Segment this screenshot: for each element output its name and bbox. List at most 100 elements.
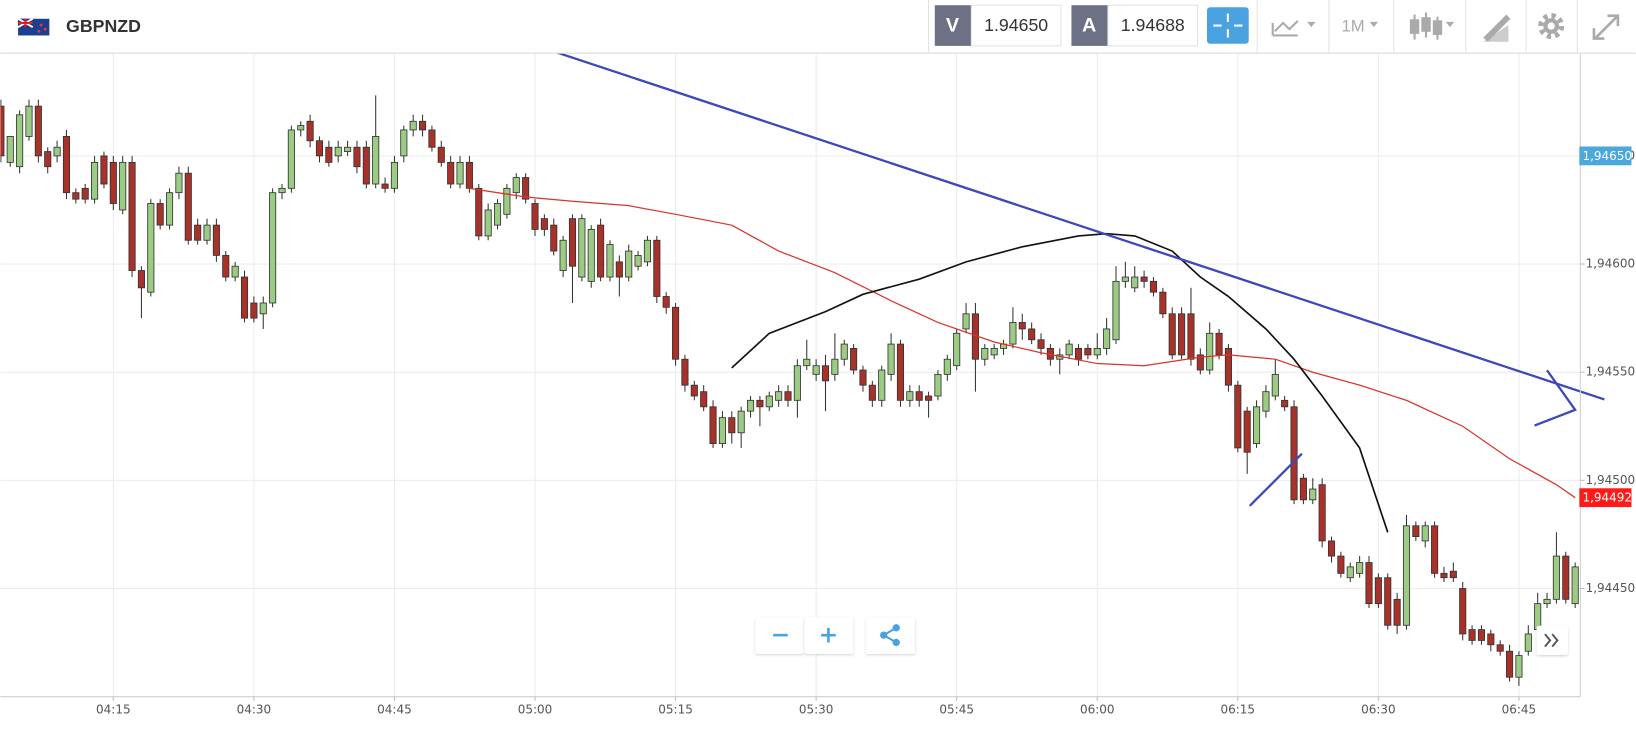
- axes: 1,94450 1,94500 1,94550 1,94600 1,94650 04:15…: [96, 146, 1636, 717]
- candle-body: [737, 410, 745, 434]
- candle-body: [278, 187, 286, 194]
- candle-body: [915, 391, 923, 401]
- timeframe-caret: [1369, 21, 1379, 28]
- candle-body: [559, 239, 567, 271]
- candle-body: [1402, 525, 1411, 626]
- candle-body: [503, 187, 511, 215]
- candle-body: [1487, 633, 1495, 646]
- candle-body: [484, 209, 492, 237]
- candle-body: [578, 218, 586, 278]
- candle-body: [315, 140, 324, 157]
- candle-body: [1196, 354, 1204, 371]
- fullscreen-button[interactable]: [1592, 14, 1620, 40]
- candle-body: [240, 276, 249, 319]
- share-button[interactable]: [865, 617, 915, 654]
- candle-body: [1496, 644, 1504, 652]
- candle-body: [587, 229, 595, 282]
- candle-body: [990, 347, 998, 356]
- x-tick-label: 06:45: [1502, 703, 1537, 717]
- settings-button[interactable]: [1538, 13, 1565, 40]
- candle-body: [362, 146, 370, 185]
- ask-box[interactable]: [1107, 4, 1199, 47]
- candle-body: [568, 218, 577, 267]
- x-tick-label: 05:00: [518, 703, 553, 717]
- candle-body: [287, 129, 295, 189]
- crosshair-button[interactable]: [1207, 7, 1249, 44]
- candle-body: [428, 129, 436, 148]
- candle-body: [831, 358, 839, 375]
- candle-body: [1065, 343, 1073, 356]
- candle-body: [1346, 566, 1354, 579]
- candle-body: [1356, 562, 1364, 574]
- flag: [17, 17, 50, 36]
- price-badge-label: 1,94650: [1582, 149, 1632, 163]
- candle-body: [1018, 322, 1026, 330]
- candle-body: [531, 203, 539, 230]
- candle-body: [868, 384, 876, 401]
- candle-body: [0, 105, 5, 157]
- candle-body: [840, 343, 848, 360]
- candle-body: [128, 161, 136, 271]
- x-tick-label: 05:30: [799, 703, 834, 717]
- scroll-right-button[interactable]: [1536, 625, 1568, 655]
- ask-tag[interactable]: [1071, 5, 1108, 46]
- candle-body: [1224, 347, 1232, 386]
- candle-body: [1543, 598, 1551, 605]
- candle-body: [1149, 280, 1158, 293]
- indicator-button[interactable]: [1271, 20, 1316, 37]
- candle-body: [44, 151, 52, 168]
- candle-body: [821, 365, 830, 382]
- candle-body: [1168, 313, 1176, 356]
- candle-body: [34, 105, 42, 157]
- candle-body: [625, 250, 633, 278]
- candle-body: [166, 192, 174, 226]
- candle-body: [1337, 555, 1345, 574]
- candle-body: [728, 417, 736, 434]
- indicator-line: [731, 232, 1389, 533]
- candle-body: [681, 358, 689, 386]
- candle-body: [962, 313, 970, 330]
- candle-body: [372, 136, 380, 185]
- candle-body: [1084, 347, 1092, 356]
- candle-body: [896, 343, 905, 401]
- candle-body: [1103, 328, 1111, 349]
- candle-body: [269, 192, 277, 304]
- candle-body: [1093, 347, 1101, 356]
- candle-body: [100, 155, 108, 185]
- candle-body: [981, 347, 989, 360]
- candle-body: [597, 224, 605, 278]
- candle-body: [784, 391, 792, 401]
- candle-body: [203, 224, 211, 241]
- candle-body: [634, 254, 642, 267]
- bid-tag[interactable]: [934, 5, 972, 46]
- candle-body: [456, 161, 464, 185]
- candle-body: [1206, 332, 1214, 371]
- draw-button[interactable]: [1483, 14, 1511, 42]
- candle-body: [1374, 577, 1382, 605]
- candle-body: [1506, 650, 1514, 678]
- candle-body: [1421, 525, 1429, 542]
- candle-body: [6, 136, 14, 163]
- candle-body: [62, 136, 71, 194]
- candle-body: [709, 406, 717, 445]
- candle-body: [1562, 555, 1570, 600]
- candle-body: [953, 332, 961, 367]
- chart-type-button[interactable]: [1409, 12, 1455, 40]
- bid-price: 1.94650: [984, 15, 1048, 35]
- share-icon: [880, 624, 900, 647]
- timeframe[interactable]: 1M: [1342, 17, 1365, 36]
- bid-box[interactable]: [970, 4, 1062, 47]
- candle-body: [1468, 629, 1476, 641]
- candle-body: [1121, 276, 1129, 282]
- y-tick-label: 1,94550: [1586, 365, 1636, 379]
- candle-body: [447, 161, 455, 185]
- plus-icon: [821, 627, 836, 643]
- candle-body: [1009, 322, 1017, 345]
- plot-area: [0, 95, 1579, 686]
- arrow-head: [1534, 369, 1577, 427]
- candle-body: [53, 146, 61, 157]
- chevrons-icon: [1544, 633, 1559, 648]
- candle-body: [109, 161, 117, 204]
